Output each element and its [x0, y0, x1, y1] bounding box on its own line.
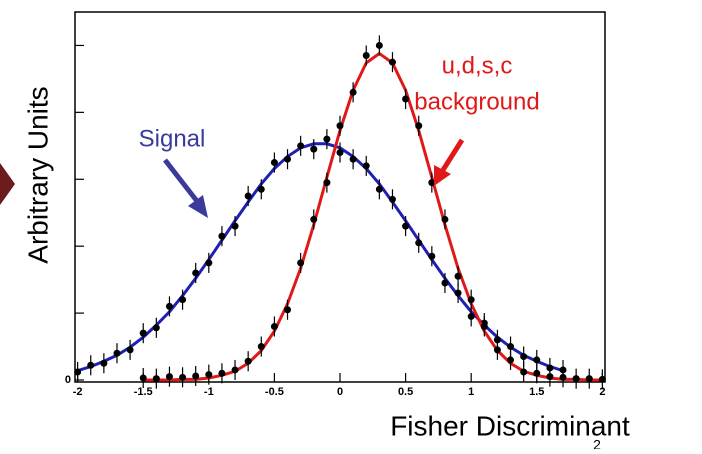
data-point [480, 322, 488, 330]
x-tick-label: -2 [73, 386, 83, 398]
signal-arrow [163, 158, 208, 218]
data-point [572, 375, 580, 383]
data-point [297, 142, 305, 150]
data-point [323, 179, 331, 187]
background-arrow [434, 138, 465, 186]
data-point [165, 302, 173, 310]
data-point [139, 329, 147, 337]
slide-decoration [0, 163, 15, 205]
data-point [467, 296, 475, 304]
x-tick-label: -0.5 [265, 386, 284, 398]
data-point [87, 361, 95, 369]
data-point [244, 357, 252, 365]
data-point [113, 349, 121, 357]
data-point [152, 324, 160, 332]
data-point [231, 366, 239, 374]
x-tick-label: 2 [599, 386, 605, 398]
data-point [362, 162, 370, 170]
data-point [74, 368, 82, 376]
x-tick-label: 1.5 [529, 386, 544, 398]
data-point [244, 192, 252, 200]
data-point [375, 41, 383, 49]
data-point [520, 353, 528, 361]
annotation: Signal [139, 125, 206, 152]
data-point [454, 272, 462, 280]
data-point [218, 369, 226, 377]
data-point [192, 269, 200, 277]
data-point [520, 368, 528, 376]
x-tick-label: -1 [204, 386, 214, 398]
data-point [100, 359, 108, 367]
y-axis-label: Arbitrary Units [22, 86, 53, 263]
data-point [284, 155, 292, 163]
data-point [362, 51, 370, 59]
x-tick-label: 0.5 [398, 386, 413, 398]
fit-curve [77, 142, 564, 373]
data-point [507, 343, 515, 351]
data-point [441, 215, 449, 223]
x-tick-label: 0 [337, 386, 343, 398]
data-point [165, 373, 173, 381]
data-point [388, 195, 396, 203]
data-point [270, 159, 278, 167]
data-point [297, 259, 305, 267]
page-number: 2 [593, 437, 601, 449]
data-point [402, 222, 410, 230]
data-point [415, 122, 423, 130]
plot-area: -2 -1.5 -1 -0.5 0 0.5 1 1.5 2 0 [65, 35, 606, 398]
data-point [336, 149, 344, 157]
y-tick-label: 0 [65, 374, 71, 386]
data-point [507, 356, 515, 364]
data-point [349, 88, 357, 96]
data-point [192, 372, 200, 380]
annotation: background [414, 88, 539, 115]
x-tick-label: -1.5 [134, 386, 153, 398]
data-point [179, 296, 187, 304]
data-point [533, 356, 541, 364]
data-point [205, 371, 213, 379]
data-point [310, 145, 318, 153]
data-point [598, 375, 606, 383]
data-point [323, 135, 331, 143]
x-axis-label: Fisher Discriminant [390, 410, 630, 441]
data-point [467, 312, 475, 320]
data-point [218, 232, 226, 240]
data-point [257, 343, 265, 351]
data-point [152, 375, 160, 383]
x-tick-label: 1 [468, 386, 474, 398]
data-point [257, 185, 265, 193]
data-point [559, 373, 567, 381]
data-point [428, 252, 436, 260]
data-point [428, 179, 436, 187]
data-point [441, 279, 449, 287]
data-point [126, 346, 134, 354]
data-point [310, 215, 318, 223]
data-point [388, 58, 396, 66]
annotation: u,d,s,c [442, 52, 513, 79]
data-point [415, 239, 423, 247]
data-point [284, 306, 292, 314]
data-point [454, 289, 462, 297]
data-point [349, 155, 357, 163]
data-point [546, 373, 554, 381]
data-point [493, 346, 501, 354]
data-point [533, 369, 541, 377]
data-point [585, 375, 593, 383]
data-point [336, 122, 344, 130]
data-point [179, 373, 187, 381]
data-point [270, 322, 278, 330]
data-point [139, 374, 147, 382]
data-point [231, 222, 239, 230]
data-point [375, 185, 383, 193]
data-point [402, 95, 410, 103]
data-point [205, 259, 213, 267]
